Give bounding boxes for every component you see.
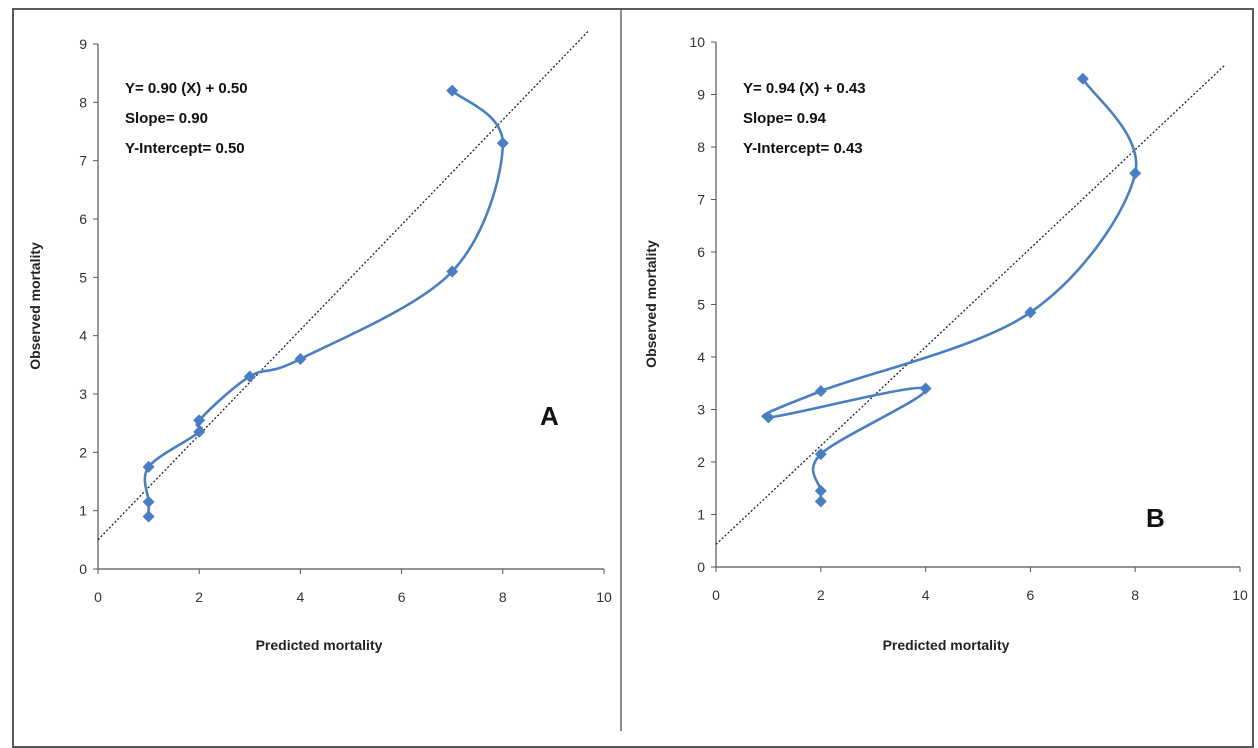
- x-axis-label: Predicted mortality: [256, 637, 383, 653]
- y-tick-label: 3: [697, 402, 705, 418]
- x-tick-label: 0: [94, 589, 102, 605]
- y-tick-label: 2: [79, 444, 87, 460]
- y-tick-label: 0: [79, 561, 87, 577]
- y-axis-label: Observed mortality: [643, 240, 659, 368]
- data-point-marker: [814, 484, 827, 497]
- y-tick-label: 9: [697, 87, 705, 103]
- data-point-marker: [446, 265, 459, 278]
- x-tick-label: 8: [1131, 587, 1139, 603]
- y-tick-label: 4: [697, 349, 705, 365]
- data-point-marker: [814, 495, 827, 508]
- data-point-marker: [814, 385, 827, 398]
- data-point-marker: [1076, 72, 1089, 85]
- data-point-marker: [243, 370, 256, 383]
- panel-divider: [620, 10, 622, 731]
- x-tick-label: 2: [195, 589, 203, 605]
- x-tick-label: 4: [297, 589, 305, 605]
- y-tick-label: 10: [689, 34, 705, 50]
- regression-line: [97, 30, 590, 541]
- data-point-marker: [496, 137, 509, 150]
- data-point-marker: [294, 353, 307, 365]
- data-point-marker: [814, 448, 827, 461]
- regression-annotation: Y= 0.94 (X) + 0.43: [743, 80, 866, 97]
- data-point-marker: [1129, 167, 1142, 180]
- y-axis-label: Observed mortality: [27, 242, 43, 370]
- regression-line: [715, 65, 1225, 545]
- regression-annotation: Y= 0.90 (X) + 0.50: [125, 80, 248, 97]
- regression-annotation: Slope= 0.94: [743, 110, 827, 127]
- y-tick-label: 4: [79, 328, 87, 344]
- x-tick-label: 2: [817, 587, 825, 603]
- data-point-marker: [193, 414, 206, 427]
- data-point-marker: [446, 84, 459, 97]
- y-tick-label: 5: [79, 269, 87, 285]
- data-point-marker: [142, 510, 155, 523]
- regression-annotation: Slope= 0.90: [125, 110, 208, 127]
- y-tick-label: 7: [79, 153, 87, 169]
- y-tick-label: 0: [697, 559, 705, 575]
- x-tick-label: 6: [1027, 587, 1035, 603]
- series-line: [761, 78, 1138, 502]
- y-tick-label: 5: [697, 297, 705, 313]
- chart-panel-A: 0 2 4 6 8 10 0 1 2 3 4 5 6 7 8 9 Predicted mortality Obse…: [27, 30, 612, 653]
- y-tick-label: 8: [79, 94, 87, 110]
- x-tick-label: 6: [398, 589, 406, 605]
- y-tick-label: 1: [79, 503, 87, 519]
- y-tick-label: 3: [79, 386, 87, 402]
- data-point-marker: [762, 411, 775, 424]
- panel-label: A: [540, 401, 559, 431]
- chart-panel-B: 0 2 4 6 8 10 0 1 2 3 4 5 6 7 8 9 10 Predicted mortality Ob…: [643, 34, 1248, 653]
- x-tick-label: 8: [499, 589, 507, 605]
- data-point-marker: [193, 425, 206, 438]
- x-tick-label: 4: [922, 587, 930, 603]
- panel-label: B: [1146, 503, 1165, 533]
- y-tick-label: 1: [697, 507, 705, 523]
- data-point-marker: [142, 460, 155, 473]
- y-tick-label: 8: [697, 139, 705, 155]
- y-tick-label: 7: [697, 192, 705, 208]
- regression-annotation: Y-Intercept= 0.50: [125, 140, 245, 157]
- data-point-marker: [919, 382, 932, 395]
- y-tick-label: 2: [697, 454, 705, 470]
- regression-annotation: Y-Intercept= 0.43: [743, 140, 863, 157]
- x-tick-label: 10: [596, 589, 612, 605]
- x-tick-label: 10: [1232, 587, 1248, 603]
- y-tick-label: 6: [79, 211, 87, 227]
- y-tick-label: 6: [697, 244, 705, 260]
- data-point-marker: [1024, 306, 1037, 319]
- y-tick-label: 9: [79, 36, 87, 52]
- data-point-marker: [142, 495, 155, 508]
- x-axis-label: Predicted mortality: [883, 637, 1010, 653]
- x-tick-label: 0: [712, 587, 720, 603]
